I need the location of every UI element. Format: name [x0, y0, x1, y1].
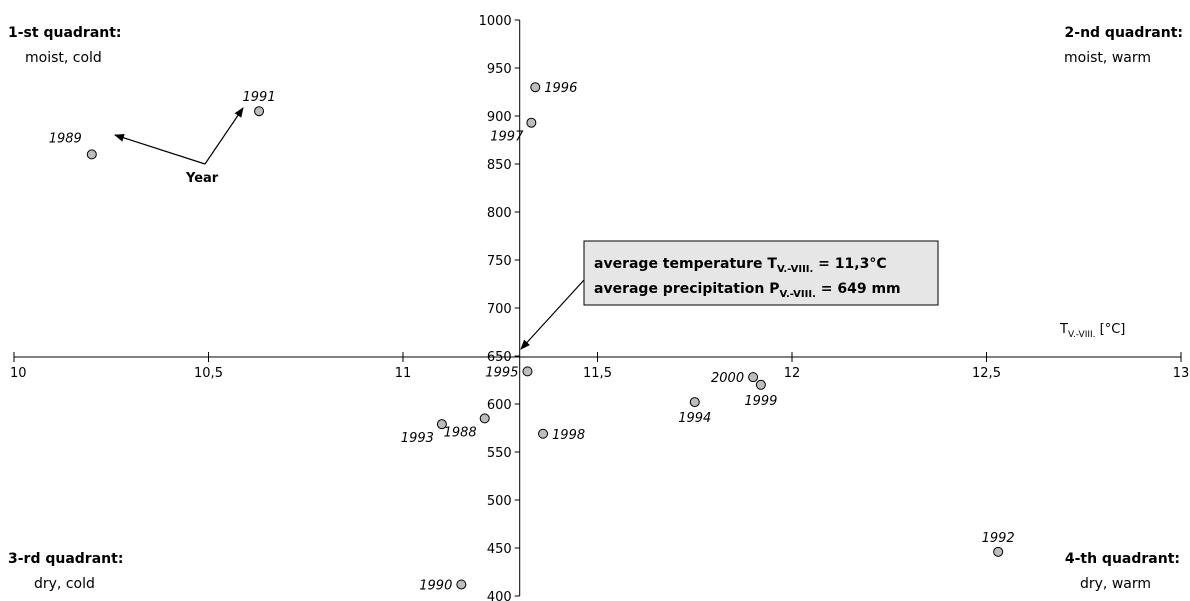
data-label-1989: 1989 [49, 131, 82, 146]
data-label-1999: 1999 [744, 394, 777, 409]
average-precipitation-text: average precipitation PV.-VIII. = 649 mm [594, 281, 901, 300]
y-tick-label: 400 [487, 590, 512, 601]
data-point-1993 [436, 419, 447, 430]
x-tick-label: 13 [1173, 366, 1190, 381]
data-label-1996: 1996 [544, 81, 577, 96]
y-tick-label: 800 [487, 206, 512, 221]
average-temperature-text: average temperature TV.-VIII. = 11,3°C [594, 256, 887, 275]
data-point-1989 [86, 149, 97, 160]
x-tick-label: 11 [395, 366, 412, 381]
data-point-1995 [522, 366, 533, 377]
y-tick-label: 600 [487, 398, 512, 413]
quadrant-1-subtitle: moist, cold [25, 50, 102, 66]
y-tick-label: 700 [487, 302, 512, 317]
year-arrow-to-1991 [204, 107, 244, 165]
y-tick-label: 650 [487, 350, 512, 365]
x-tick-label: 10 [10, 366, 27, 381]
average-box-arrow [520, 279, 585, 350]
average-box [583, 240, 939, 306]
data-label-1997: 1997 [490, 130, 524, 145]
y-tick-label: 950 [487, 62, 512, 77]
x-tick-label: 12 [784, 366, 801, 381]
data-point-1991 [254, 106, 265, 117]
data-points: 1988 1989 1990 1991 1992 1993 1994 1995 1996 1997… [49, 81, 1015, 593]
data-point-1999 [755, 379, 766, 390]
data-label-1991: 1991 [243, 90, 276, 105]
data-label-1993: 1993 [401, 431, 434, 446]
quadrant-1-title: 1-st quadrant: [8, 25, 122, 41]
data-label-1992: 1992 [982, 531, 1015, 546]
year-arrow-to-1989 [114, 133, 206, 165]
x-tick-label: 10,5 [194, 366, 223, 381]
y-axis-ticks: 400 450 500 550 600 650 700 750 800 850 900 950 1000 [479, 14, 520, 601]
data-point-1994 [689, 397, 700, 408]
y-tick-label: 550 [487, 446, 512, 461]
quadrant-2-title: 2-nd quadrant: [1065, 25, 1183, 41]
x-tick-label: 11,5 [583, 366, 612, 381]
data-point-1988 [479, 413, 490, 424]
year-label: Year [185, 171, 219, 186]
y-tick-label: 1000 [479, 14, 512, 29]
x-axis-label: TV.-VIII. [°C] [1059, 322, 1125, 340]
y-tick-label: 450 [487, 542, 512, 557]
data-label-2000: 2000 [711, 371, 744, 386]
data-point-1997 [526, 117, 537, 128]
data-point-2000 [748, 372, 759, 383]
data-point-1998 [538, 428, 549, 439]
data-point-1996 [530, 82, 541, 93]
data-point-1992 [993, 546, 1004, 557]
data-label-1990: 1990 [419, 578, 452, 593]
quadrant-4-subtitle: dry, warm [1080, 576, 1151, 592]
x-axis-ticks: 10 10,5 11 11,5 12 12,5 13 [10, 351, 1190, 381]
y-tick-label: 500 [487, 494, 512, 509]
quadrant-2-subtitle: moist, warm [1064, 50, 1151, 66]
y-tick-label: 900 [487, 110, 512, 125]
y-tick-label: 750 [487, 254, 512, 269]
data-label-1995: 1995 [485, 365, 518, 380]
data-label-1988: 1988 [444, 425, 477, 440]
quadrant-3-title: 3-rd quadrant: [8, 551, 123, 567]
y-tick-label: 850 [487, 158, 512, 173]
data-point-1990 [456, 579, 467, 590]
quadrant-4-title: 4-th quadrant: [1065, 551, 1180, 567]
data-label-1998: 1998 [552, 428, 585, 443]
quadrant-3-subtitle: dry, cold [34, 576, 95, 592]
x-tick-label: 12,5 [972, 366, 1001, 381]
data-label-1994: 1994 [678, 411, 711, 426]
